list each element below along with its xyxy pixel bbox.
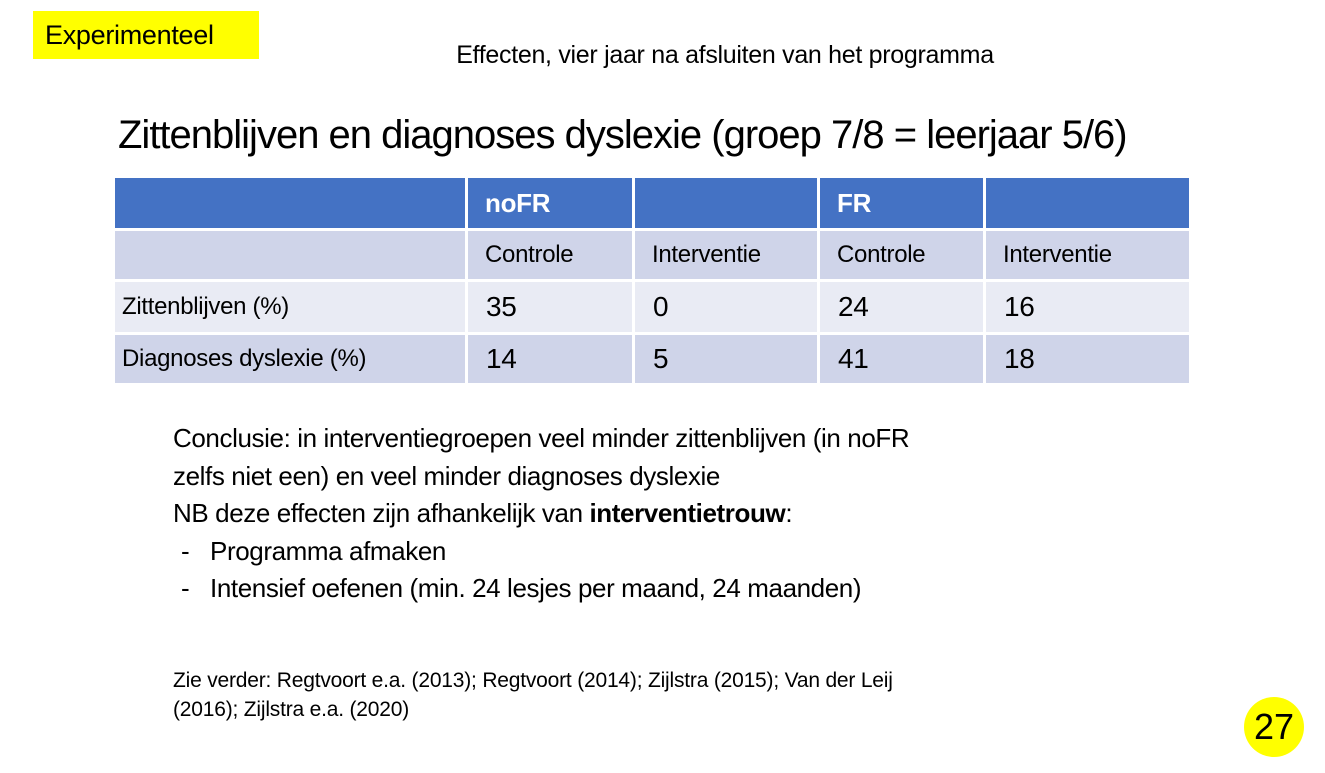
conclusion-line: NB deze effecten zijn afhankelijk van in… [173, 498, 793, 528]
group-header-fr: FR [820, 178, 983, 228]
bullet-text: Programma afmaken [210, 535, 446, 566]
column-header-controle-fr: Controle [820, 231, 983, 279]
row-label-zittenblijven: Zittenblijven (%) [115, 282, 465, 332]
bullet-dash: - [181, 535, 190, 566]
conclusion-line: Conclusie: in interventiegroepen veel mi… [173, 423, 910, 453]
slide-title: Zittenblijven en diagnoses dyslexie (gro… [118, 113, 1128, 157]
bullet-item: - Programma afmaken [173, 533, 1153, 571]
references-line: Zie verder: Regtvoort e.a. (2013); Regtv… [173, 669, 893, 692]
table-cell: 35 [468, 282, 632, 332]
column-header-interventie-fr: Interventie [986, 231, 1189, 279]
column-header-empty [115, 231, 465, 279]
bullet-dash: - [181, 573, 190, 603]
column-header-controle-nofr: Controle [468, 231, 632, 279]
experimenteel-highlight-badge: Experimenteel [33, 11, 259, 59]
table-cell: 16 [986, 282, 1189, 332]
results-table: noFR FR Controle Interventie Controle In… [115, 178, 1189, 383]
slide-header-subtitle: Effecten, vier jaar na afsluiten van het… [456, 41, 994, 69]
page-number-badge: 27 [1244, 697, 1304, 757]
page-number: 27 [1253, 706, 1295, 747]
table-cell: 24 [820, 282, 983, 332]
group-header-nofr: noFR [468, 178, 632, 228]
references-block: Zie verder: Regtvoort e.a. (2013); Regtv… [173, 666, 1133, 724]
table-cell: 41 [820, 335, 983, 383]
bullet-text: Intensief oefenen (min. 24 lesjes per ma… [210, 573, 862, 603]
conclusion-line: zelfs niet een) en veel minder diagnoses… [173, 460, 720, 491]
group-header-empty-2 [986, 178, 1189, 228]
references-line: (2016); Zijlstra e.a. (2020) [173, 698, 410, 721]
bullet-item: - Intensief oefenen (min. 24 lesjes per … [173, 570, 1153, 608]
group-header-empty-1 [635, 178, 817, 228]
row-label-diagnoses-dyslexie: Diagnoses dyslexie (%) [115, 335, 465, 383]
conclusion-block: Conclusie: in interventiegroepen veel mi… [173, 420, 1153, 608]
column-header-interventie-nofr: Interventie [635, 231, 817, 279]
table-cell: 18 [986, 335, 1189, 383]
table-cell: 14 [468, 335, 632, 383]
group-header-empty-0 [115, 178, 465, 228]
table-cell: 0 [635, 282, 817, 332]
table-cell: 5 [635, 335, 817, 383]
bold-keyword: interventietrouw [589, 498, 786, 528]
